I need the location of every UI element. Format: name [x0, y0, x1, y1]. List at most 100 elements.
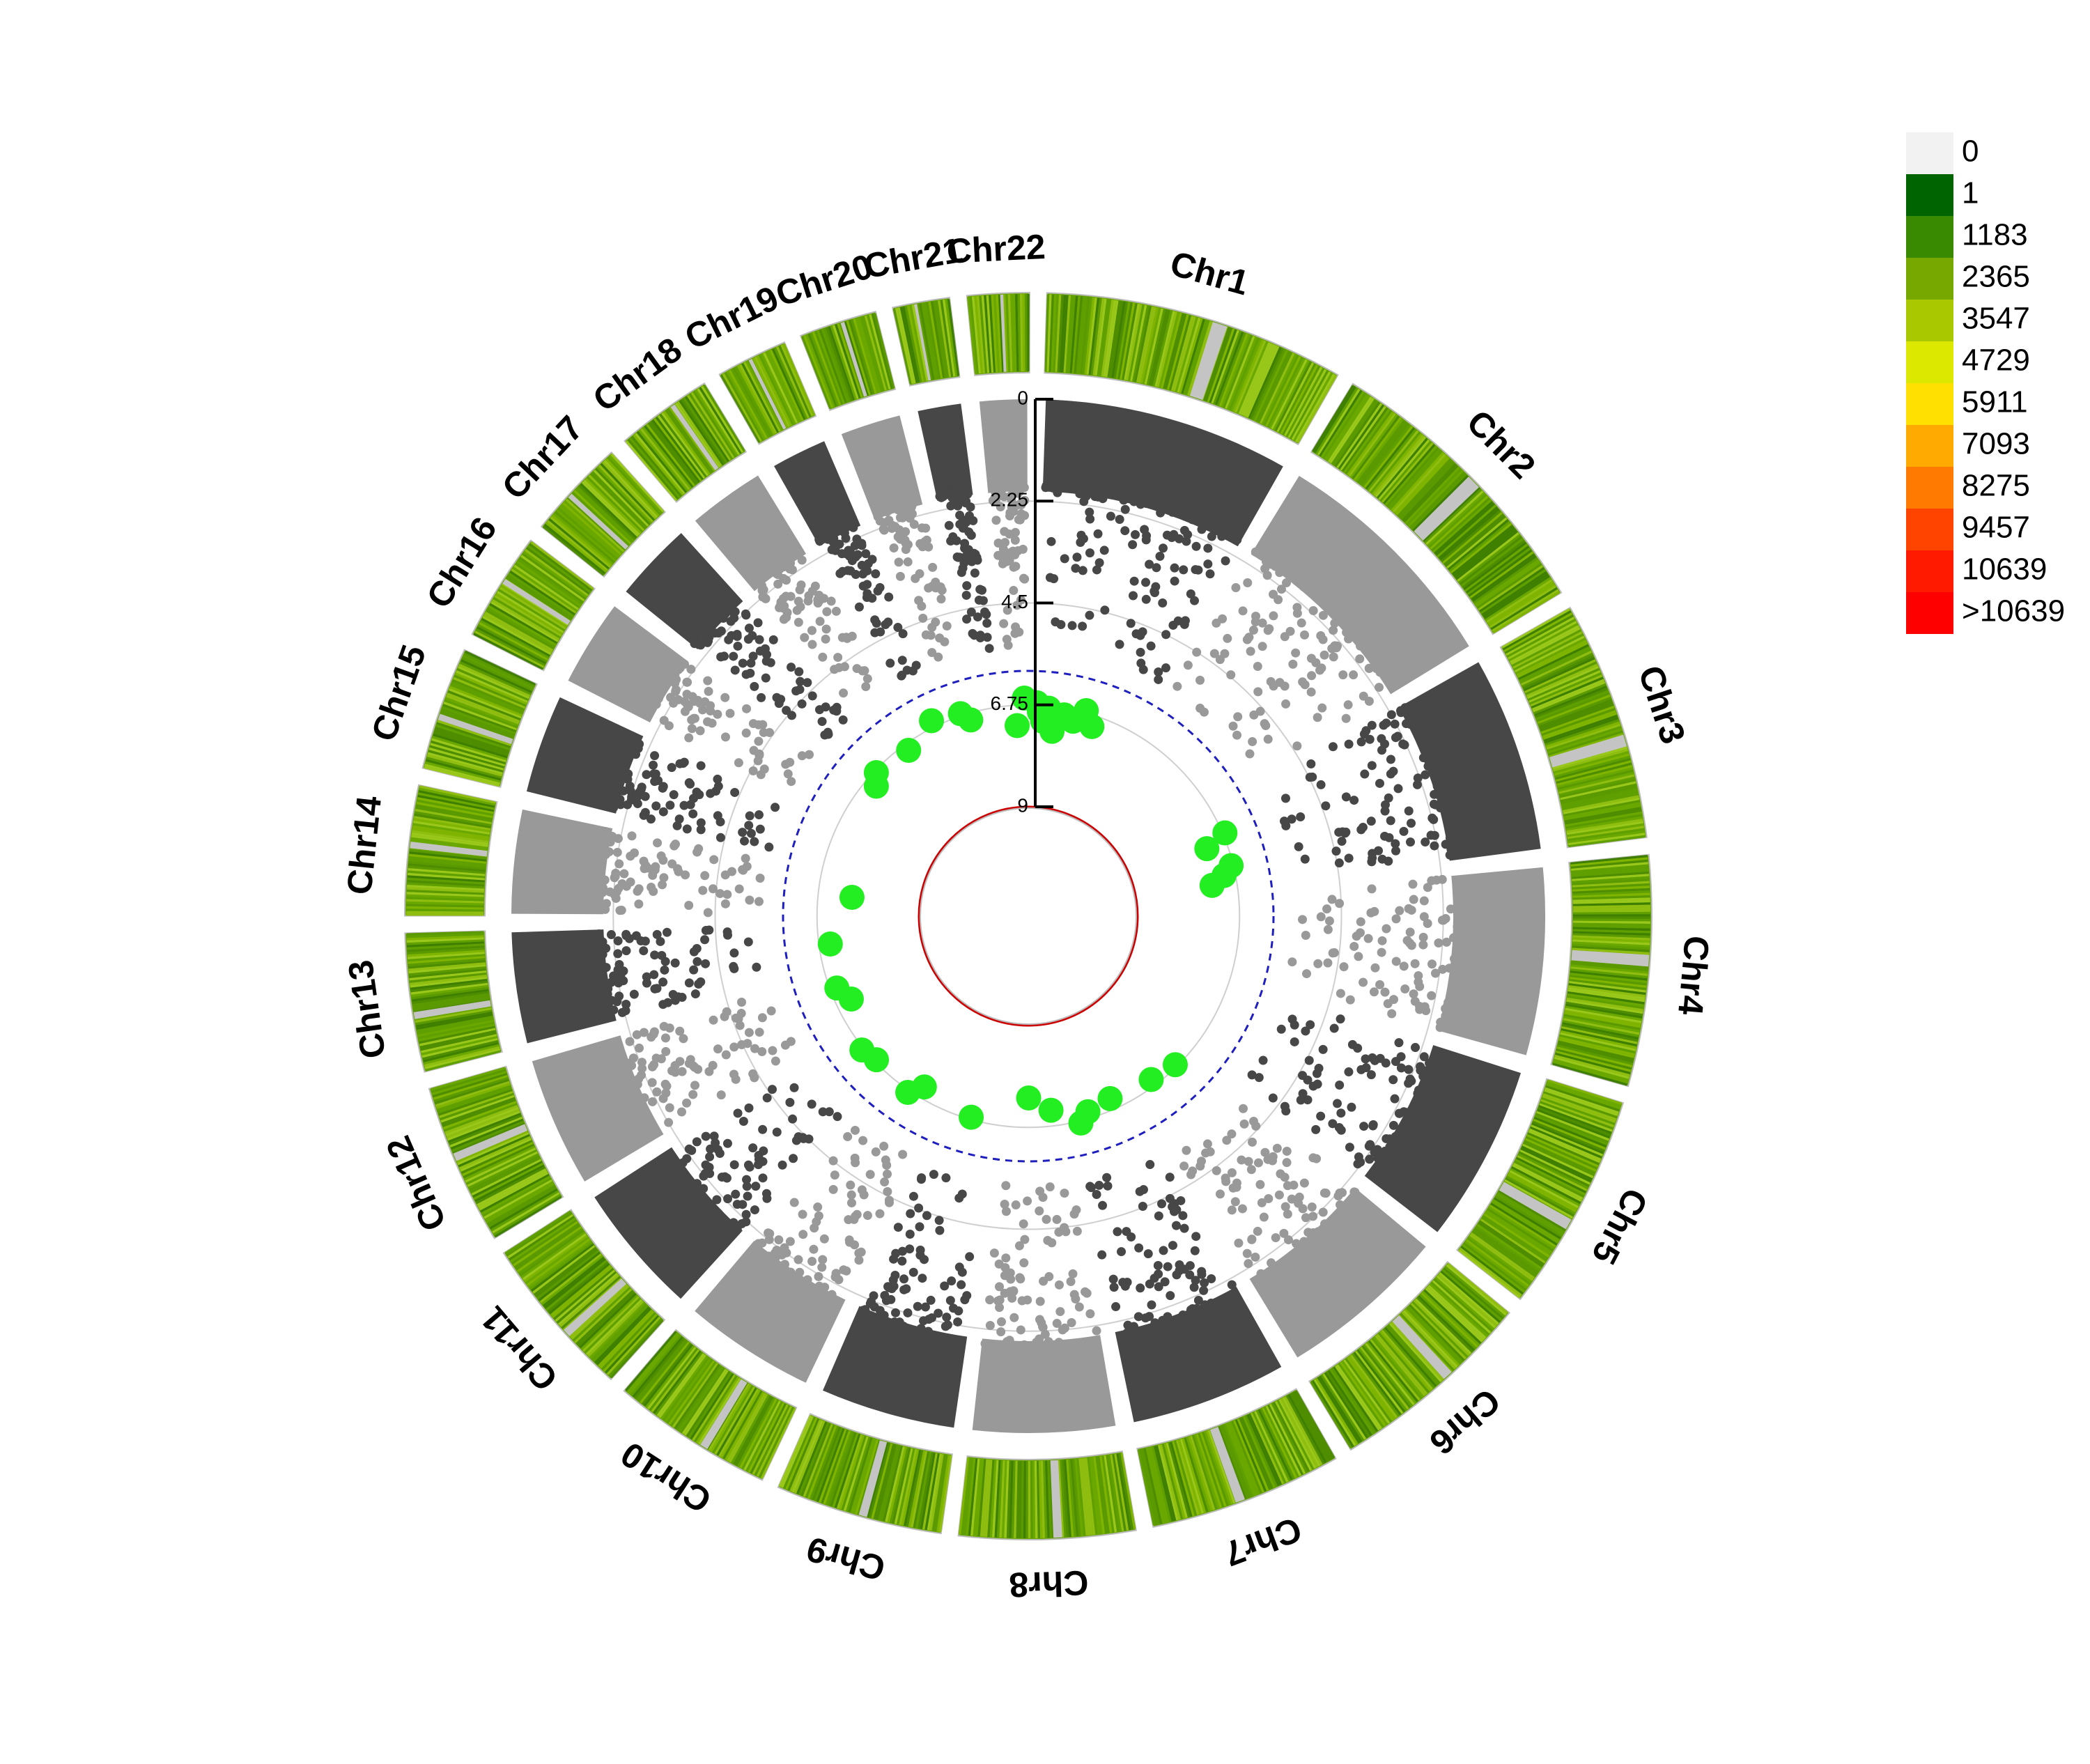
- density-stripe: [1166, 1442, 1188, 1519]
- manhattan-point: [758, 1124, 768, 1134]
- manhattan-point: [637, 1070, 647, 1080]
- manhattan-point: [1115, 514, 1124, 524]
- manhattan-point: [1069, 1209, 1079, 1219]
- density-stripe: [660, 1355, 709, 1420]
- density-stripe: [1398, 1314, 1453, 1373]
- density-stripe: [1563, 795, 1639, 812]
- density-stripe: [739, 364, 777, 434]
- density-stripe: [780, 344, 814, 417]
- manhattan-point: [828, 1156, 838, 1166]
- significant-point: [1194, 836, 1220, 862]
- manhattan-point: [1078, 566, 1087, 575]
- manhattan-point: [1221, 1177, 1231, 1186]
- density-stripe: [1515, 1159, 1586, 1196]
- manhattan-point: [1388, 1075, 1398, 1085]
- density-stripe: [417, 1017, 494, 1035]
- manhattan-point: [1257, 618, 1267, 628]
- density-stripe: [1122, 303, 1138, 380]
- manhattan-point: [1311, 658, 1321, 667]
- density-stripe: [557, 507, 618, 560]
- density-stripe: [1003, 294, 1009, 372]
- manhattan-point: [751, 1182, 761, 1191]
- manhattan-point: [1141, 594, 1151, 604]
- manhattan-point: [651, 862, 660, 872]
- density-stripe: [837, 323, 863, 398]
- density-stripe: [589, 472, 647, 529]
- manhattan-point: [1170, 563, 1179, 573]
- threshold-line-dashed: [782, 670, 1275, 1163]
- manhattan-point: [1203, 543, 1213, 553]
- manhattan-point: [991, 495, 1001, 505]
- density-stripe: [1568, 989, 1645, 1003]
- manhattan-point: [1377, 734, 1386, 743]
- manhattan-point: [814, 1211, 823, 1221]
- density-stripe: [1561, 1024, 1639, 1042]
- manhattan-point: [1437, 874, 1447, 884]
- density-stripe: [1156, 1445, 1177, 1522]
- density-stripe: [1508, 623, 1579, 662]
- density-stripe: [1530, 1127, 1602, 1159]
- density-stripe: [1356, 419, 1406, 483]
- density-stripe: [542, 1256, 605, 1307]
- density-stripe: [499, 587, 566, 630]
- density-stripe: [1088, 297, 1100, 376]
- density-stripe: [1559, 776, 1635, 796]
- density-stripe: [873, 1444, 895, 1519]
- density-stripe: [565, 498, 625, 552]
- density-stripe: [1198, 1433, 1225, 1508]
- manhattan-point: [1249, 710, 1259, 720]
- manhattan-point: [1076, 485, 1085, 495]
- manhattan-point: [639, 1028, 649, 1037]
- density-stripe: [787, 1418, 820, 1491]
- significant-point: [1097, 1085, 1123, 1111]
- manhattan-point: [1349, 796, 1359, 805]
- density-stripe: [911, 304, 929, 381]
- y-axis-tick-label: 0: [1017, 387, 1028, 408]
- manhattan-point: [708, 1060, 718, 1070]
- manhattan-block-chr9: [823, 1306, 968, 1428]
- density-stripe: [869, 314, 891, 390]
- density-stripe: [1462, 1244, 1525, 1293]
- density-stripe: [1547, 728, 1623, 754]
- density-stripe: [1381, 442, 1434, 503]
- density-stripe: [979, 295, 988, 373]
- manhattan-point: [1009, 1313, 1019, 1322]
- density-stripe: [481, 1175, 550, 1215]
- density-stripe: [1120, 1453, 1136, 1530]
- manhattan-point: [1200, 1278, 1209, 1287]
- density-stripe: [484, 611, 554, 651]
- density-stripe: [1505, 1177, 1574, 1217]
- density-stripe: [741, 363, 779, 433]
- manhattan-point: [1280, 681, 1290, 691]
- density-stripe: [1559, 778, 1636, 798]
- density-stripe: [1148, 309, 1168, 385]
- manhattan-point: [1372, 1145, 1382, 1154]
- density-stripe: [826, 327, 853, 401]
- density-stripe: [527, 1239, 591, 1288]
- manhattan-point: [828, 1184, 838, 1194]
- density-stripe: [735, 1396, 774, 1467]
- density-stripe: [424, 766, 500, 787]
- manhattan-point: [601, 943, 611, 953]
- manhattan-point: [1381, 1134, 1391, 1143]
- significant-point: [919, 708, 945, 734]
- density-stripe: [805, 1424, 835, 1498]
- density-stripe: [1375, 1335, 1426, 1397]
- density-stripe: [1172, 1441, 1195, 1517]
- density-stripe: [1557, 1042, 1634, 1063]
- manhattan-point: [676, 1107, 686, 1117]
- snp-density-ring: [403, 292, 1652, 1540]
- manhattan-point: [914, 1203, 924, 1213]
- manhattan-block-chr5: [1364, 1045, 1522, 1232]
- density-stripe: [602, 461, 657, 520]
- manhattan-point: [1421, 837, 1430, 847]
- density-stripe: [1428, 493, 1487, 548]
- density-stripe: [416, 1013, 493, 1030]
- density-stripe: [871, 314, 893, 389]
- density-stripe: [1548, 730, 1623, 756]
- manhattan-point: [805, 750, 814, 759]
- manhattan-point: [791, 686, 801, 696]
- manhattan-point: [803, 678, 812, 688]
- density-stripe: [769, 349, 804, 421]
- manhattan-point: [998, 559, 1007, 568]
